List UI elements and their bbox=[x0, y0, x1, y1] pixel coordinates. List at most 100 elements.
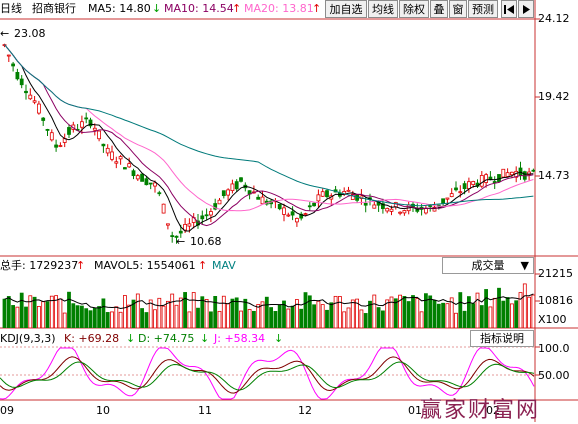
volume-bar bbox=[406, 301, 411, 328]
candle-body bbox=[509, 171, 514, 176]
candle-body bbox=[11, 63, 16, 67]
volume-bar bbox=[475, 292, 480, 328]
ma20-value: MA20: 13.81 bbox=[244, 2, 314, 15]
volume-bar bbox=[183, 292, 188, 328]
candle-body bbox=[441, 198, 446, 204]
ex-rights-button[interactable]: 除权 bbox=[399, 0, 429, 18]
volume-bar bbox=[118, 311, 123, 328]
volume-unit-label: X100 bbox=[538, 313, 567, 326]
volume-bar bbox=[131, 299, 136, 328]
forecast-button[interactable]: 预测 bbox=[468, 0, 498, 18]
add-favorite-button[interactable]: 加自选 bbox=[325, 0, 367, 18]
ma5-value: MA5: 14.80 bbox=[88, 2, 151, 15]
candle-body bbox=[131, 170, 136, 177]
candle-body bbox=[402, 210, 407, 214]
candle-body bbox=[67, 127, 71, 135]
candle-body bbox=[466, 181, 471, 190]
overlay-button[interactable]: 叠 bbox=[430, 0, 448, 18]
candle-body bbox=[101, 143, 106, 147]
kdj-chart[interactable] bbox=[0, 347, 535, 400]
volume-bar bbox=[19, 292, 24, 328]
volume-bar bbox=[80, 305, 84, 328]
candle-body bbox=[303, 213, 308, 216]
kdj-k-arrow-icon: ↓ bbox=[126, 332, 136, 345]
volume-bar bbox=[178, 297, 183, 328]
candle-body bbox=[398, 211, 403, 214]
high-price-marker: 23.08 bbox=[14, 27, 46, 40]
volume-bar bbox=[123, 295, 127, 328]
kdj-k-line bbox=[0, 356, 535, 394]
volume-bar bbox=[402, 296, 407, 328]
volume-bar bbox=[84, 308, 89, 328]
volume-bar bbox=[432, 299, 437, 328]
x-axis-label: 12 bbox=[298, 404, 312, 417]
candle-body bbox=[226, 189, 231, 196]
kdj-j-arrow-icon: ↓ bbox=[274, 332, 284, 345]
candle-body bbox=[505, 172, 510, 177]
window-button[interactable]: 窗 bbox=[449, 0, 467, 18]
candle-body bbox=[161, 203, 166, 214]
volume-bar bbox=[71, 303, 76, 328]
volume-bar bbox=[368, 300, 372, 328]
triangle-right-icon bbox=[523, 5, 530, 14]
candle-body bbox=[127, 163, 132, 168]
candle-body bbox=[445, 197, 450, 200]
volume-bar bbox=[436, 303, 441, 328]
volume-bar bbox=[157, 297, 162, 328]
volume-bar bbox=[11, 305, 16, 328]
volume-bar bbox=[247, 309, 252, 328]
candle-body bbox=[221, 190, 226, 197]
kdj-j-value: J: +58.34 bbox=[214, 332, 266, 345]
volume-bar bbox=[423, 293, 428, 328]
scroll-right-button[interactable] bbox=[518, 0, 534, 18]
volume-bar bbox=[49, 295, 54, 328]
candle-body bbox=[531, 169, 535, 172]
candle-body bbox=[458, 191, 463, 194]
volume-chart[interactable] bbox=[0, 272, 535, 328]
candle-body bbox=[80, 121, 84, 128]
candle-body bbox=[148, 182, 153, 185]
candle-body bbox=[260, 196, 265, 205]
volume-bar bbox=[196, 307, 200, 328]
volume-axis-label: 21215 bbox=[538, 267, 573, 280]
candle-body bbox=[325, 190, 329, 198]
indicator-help-button[interactable]: 指标说明 bbox=[470, 330, 534, 347]
candle-body bbox=[123, 167, 127, 170]
candle-body bbox=[41, 117, 46, 121]
candle-body bbox=[165, 223, 170, 226]
volume-bar bbox=[15, 306, 20, 328]
volume-total-label: 总手: 1729237 bbox=[0, 259, 79, 272]
candle-body bbox=[144, 178, 149, 186]
candlestick-chart[interactable] bbox=[0, 19, 535, 256]
volume-bar bbox=[286, 308, 291, 328]
volume-bar bbox=[492, 297, 497, 328]
volume-bar bbox=[411, 295, 415, 328]
candle-body bbox=[105, 147, 110, 154]
candle-body bbox=[299, 213, 304, 219]
volume-bar bbox=[54, 295, 58, 328]
candle-body bbox=[290, 211, 295, 216]
indicator-select[interactable]: 成交量 ▼ bbox=[442, 257, 534, 274]
candle-body bbox=[58, 145, 63, 147]
ma20-line bbox=[4, 44, 534, 212]
volume-bar bbox=[269, 307, 274, 328]
candle-body bbox=[114, 161, 119, 164]
candle-body bbox=[15, 72, 20, 80]
volume-bar bbox=[165, 300, 170, 328]
volume-bar bbox=[2, 298, 7, 328]
moving-average-button[interactable]: 均线 bbox=[368, 0, 398, 18]
scroll-left-button[interactable] bbox=[501, 0, 517, 18]
volume-bar bbox=[174, 304, 179, 328]
triangle-left-bar-icon bbox=[504, 5, 514, 14]
volume-bar bbox=[505, 297, 510, 328]
chevron-down-icon: ▼ bbox=[520, 259, 529, 272]
volume-bar bbox=[32, 296, 37, 328]
candle-body bbox=[277, 203, 282, 210]
volume-bar bbox=[514, 300, 519, 328]
volume-bar bbox=[380, 310, 385, 328]
candle-body bbox=[501, 168, 506, 178]
low-price-marker: 10.68 bbox=[190, 235, 222, 248]
volume-bar bbox=[213, 296, 218, 328]
